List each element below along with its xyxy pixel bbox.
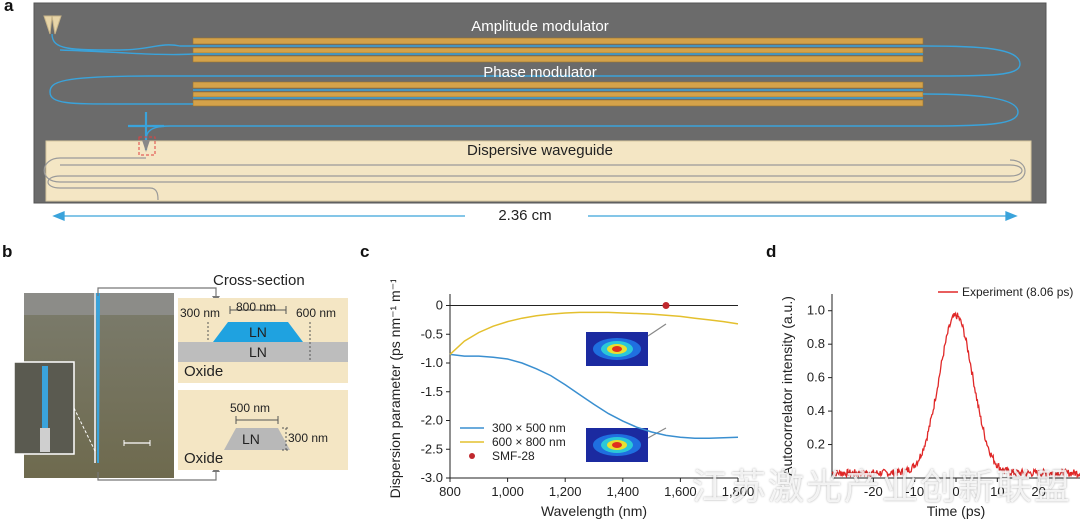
x-axis-label: Time (ps) bbox=[927, 503, 986, 519]
panel-b-label: b bbox=[2, 242, 13, 261]
panel-a-label: a bbox=[4, 0, 14, 15]
dispersive-waveguide-title: Dispersive waveguide bbox=[467, 142, 613, 159]
x-tick-label: 10 bbox=[990, 484, 1004, 499]
y-axis-label: Autocorrelator intensity (a.u.) bbox=[779, 296, 795, 476]
y-tick-label: 0.2 bbox=[807, 437, 825, 452]
legend-label: 300 × 500 nm bbox=[492, 421, 566, 435]
y-axis-label: Dispersion parameter (ps nm⁻¹ m⁻¹) bbox=[387, 280, 403, 498]
dispersive-waveguide-lines bbox=[43, 157, 1026, 201]
y-tick-label: 0.4 bbox=[807, 403, 825, 418]
length-arrow bbox=[52, 211, 1018, 221]
top-right-height-label: 600 nm bbox=[296, 306, 337, 320]
mode-profile-600x800 bbox=[586, 332, 648, 366]
bottom-height-label: 300 nm bbox=[288, 431, 329, 445]
series-line-0 bbox=[449, 353, 739, 440]
y-tick-label: -1.0 bbox=[421, 355, 443, 370]
y-tick-label: 0 bbox=[436, 298, 443, 313]
waveguide-path bbox=[49, 33, 1021, 141]
mode-profile-300x500 bbox=[586, 428, 648, 462]
x-tick-label: 1,000 bbox=[491, 484, 524, 499]
y-tick-label: -1.5 bbox=[421, 384, 443, 399]
y-tick-label: -0.5 bbox=[421, 326, 443, 341]
series-line-1 bbox=[449, 311, 739, 355]
x-tick-label: -20 bbox=[864, 484, 883, 499]
top-oxide-label: Oxide bbox=[184, 363, 224, 380]
bottom-core-label: LN bbox=[242, 431, 260, 447]
x-tick-label: 1,400 bbox=[607, 484, 640, 499]
bottom-oxide-label: Oxide bbox=[184, 450, 224, 467]
top-core-label: LN bbox=[249, 324, 267, 340]
autocorrelation-chart: 0.2 0.4 0.6 0.8 1.0 -20 -10 0 10 20 Time (ps) Autoc… bbox=[779, 285, 1080, 519]
cross-section-bottom bbox=[178, 390, 348, 470]
watermark-text: 江苏激光产业创新联盟 bbox=[692, 466, 1073, 507]
pm-electrode-bot bbox=[192, 99, 924, 107]
legend-label: SMF-28 bbox=[492, 449, 535, 463]
top-width-label: 800 nm bbox=[236, 300, 277, 314]
chip-diagram bbox=[33, 2, 1047, 221]
top-left-height-label: 300 nm bbox=[180, 306, 221, 320]
amplitude-modulator-title: Amplitude modulator bbox=[471, 18, 609, 35]
panel-c-label: c bbox=[360, 242, 370, 261]
x-tick-label: 20 bbox=[1031, 484, 1045, 499]
am-electrode-bot bbox=[192, 55, 924, 63]
bottom-width-label: 500 nm bbox=[230, 401, 271, 415]
x-tick-label: 0 bbox=[952, 484, 959, 499]
x-tick-label: 1,600 bbox=[664, 484, 697, 499]
sem-image bbox=[14, 293, 174, 478]
y-tick-label: 0.6 bbox=[807, 370, 825, 385]
input-coupler-icon bbox=[43, 15, 62, 35]
dispersive-region bbox=[45, 140, 1032, 202]
legend-label: Experiment (8.06 ps) bbox=[962, 285, 1073, 299]
phase-modulator-title: Phase modulator bbox=[483, 64, 597, 81]
cross-section-title: Cross-section bbox=[213, 272, 305, 289]
top-slab-label: LN bbox=[249, 344, 267, 360]
legend-swatch bbox=[469, 453, 475, 459]
legend-label: 600 × 800 nm bbox=[492, 435, 566, 449]
x-tick-label: -10 bbox=[905, 484, 924, 499]
x-tick-label: 1,200 bbox=[549, 484, 582, 499]
cross-section-top bbox=[178, 298, 348, 383]
smf28-point bbox=[662, 302, 670, 309]
y-tick-label: -2.5 bbox=[421, 441, 443, 456]
sem-region-box bbox=[138, 136, 156, 156]
y-tick-label: -3.0 bbox=[421, 470, 443, 485]
cross-section-connectors bbox=[97, 287, 220, 481]
x-tick-label: 800 bbox=[439, 484, 461, 499]
y-tick-label: 0.8 bbox=[807, 336, 825, 351]
x-axis-label: Wavelength (nm) bbox=[541, 503, 647, 519]
y-tick-label: 1.0 bbox=[807, 303, 825, 318]
inset-pointer bbox=[647, 323, 667, 337]
am-electrode-top bbox=[192, 37, 924, 45]
pm-electrode-top bbox=[192, 81, 924, 89]
y-tick-label: -2.0 bbox=[421, 413, 443, 428]
pm-electrode-mid bbox=[192, 91, 924, 98]
am-electrode-mid bbox=[192, 47, 924, 54]
experiment-trace bbox=[831, 311, 1080, 480]
chip-length-label: 2.36 cm bbox=[498, 207, 552, 224]
x-tick-label: 1,800 bbox=[722, 484, 755, 499]
panel-d-label: d bbox=[766, 242, 777, 261]
